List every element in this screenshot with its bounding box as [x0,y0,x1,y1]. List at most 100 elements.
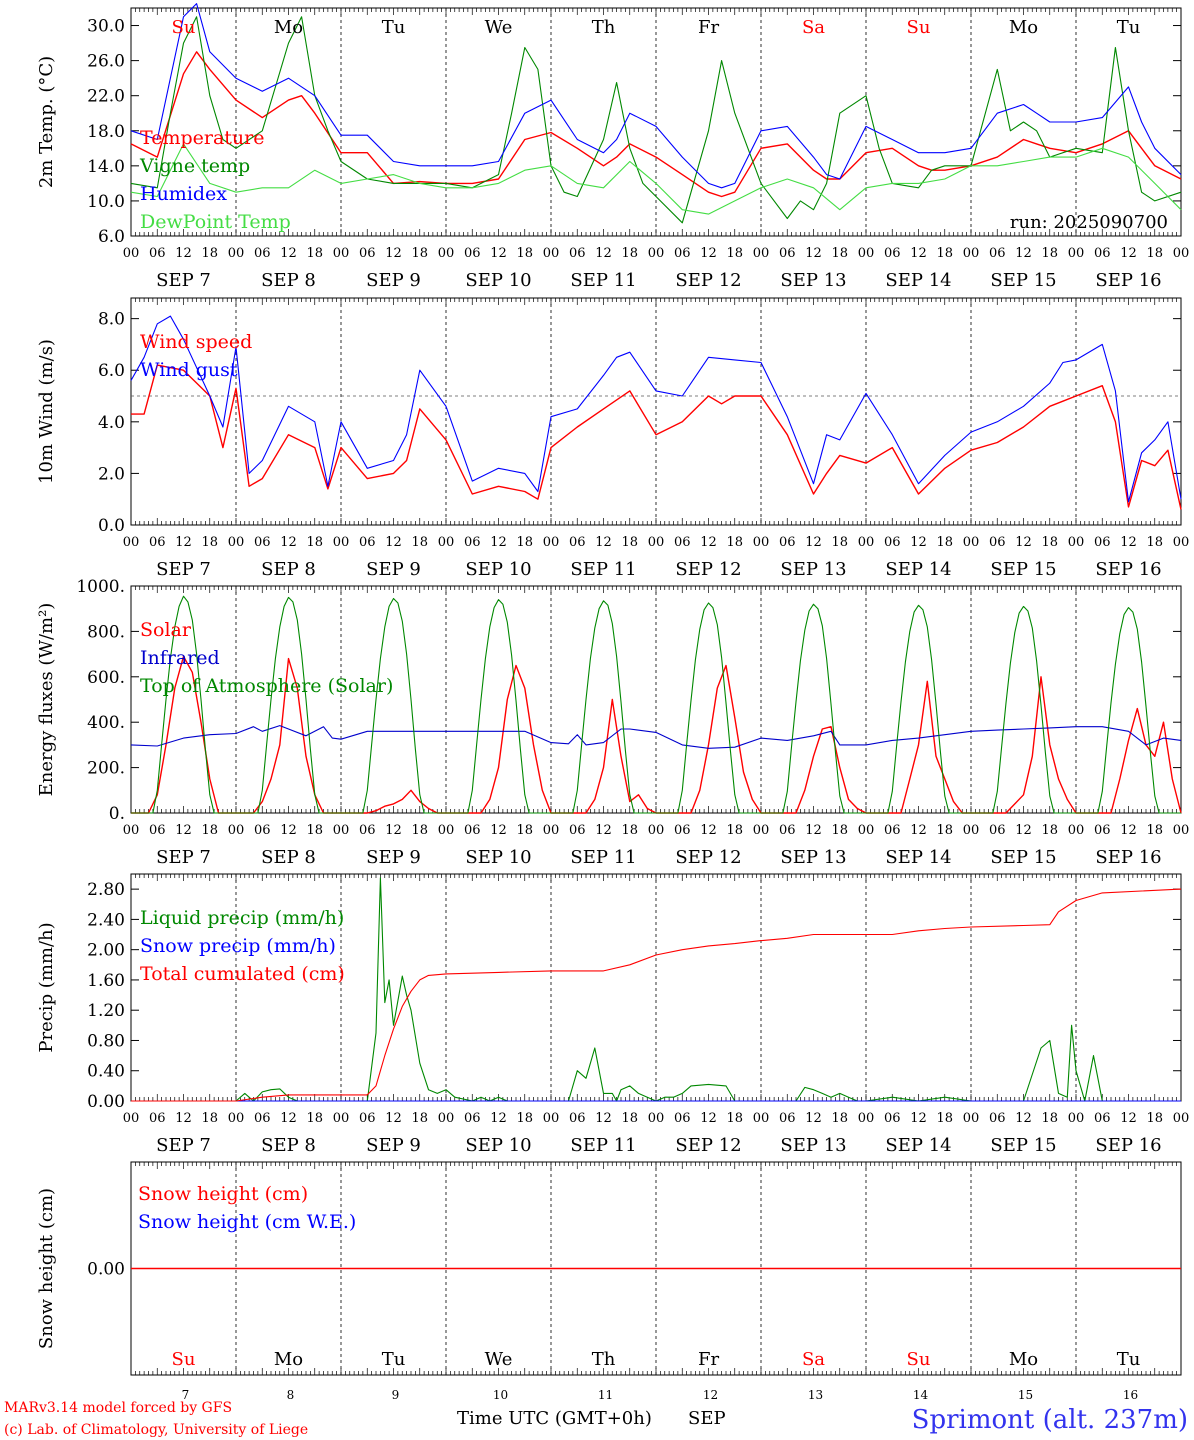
day-abbr-fr: Fr [698,1349,719,1370]
hour-tick-label: 06 [1094,823,1111,838]
hour-tick-label: 06 [1094,246,1111,261]
hour-tick-label: 06 [359,535,376,550]
legend-entry: Infrared [140,647,220,669]
y-tick-label: 0. [109,804,125,824]
panel-3: 0. 200. 400. 600. 800. 1000. Energy fluxes (W/… [36,577,1189,868]
legend-entry: Vigne temp [139,155,250,177]
hour-tick-label: 06 [569,823,586,838]
month-label: SEP [688,1408,726,1429]
y-tick-label: 1.60 [87,971,125,991]
day-abbr-we: We [485,17,513,38]
hour-tick-label: 18 [201,246,218,261]
y-axis-label: Snow height (cm) [36,1188,57,1349]
hour-tick-label: 06 [989,535,1006,550]
hour-tick-label: 12 [595,1111,612,1126]
date-label: SEP 15 [990,270,1056,291]
series-line-top-of-atmosphere-solar [131,595,1181,814]
y-tick-label: 6.0 [98,227,125,247]
hour-tick-label: 06 [884,1111,901,1126]
hour-tick-label: 18 [831,535,848,550]
hour-tick-label: 12 [805,535,822,550]
hour-tick-label: 00 [228,246,245,261]
hour-tick-label: 00 [963,246,980,261]
date-label: SEP 8 [261,559,316,580]
day-number: 16 [1123,1388,1138,1402]
hour-tick-label: 12 [490,823,507,838]
lab-credit: (c) Lab. of Climatology, University of L… [4,1422,308,1438]
hour-tick-label: 12 [700,1111,717,1126]
hour-tick-label: 00 [858,246,875,261]
hour-tick-label: 12 [1015,823,1032,838]
hour-tick-label: 00 [333,823,350,838]
y-tick-label: 0.40 [87,1062,125,1082]
hour-tick-label: 12 [490,535,507,550]
legend-entry: Snow height (cm W.E.) [138,1211,356,1233]
hour-tick-label: 18 [306,535,323,550]
y-tick-label: 2.40 [87,910,125,930]
hour-tick-label: 12 [280,823,297,838]
date-label: SEP 8 [261,270,316,291]
hour-tick-label: 12 [700,535,717,550]
hour-tick-label: 00 [1068,535,1085,550]
hour-tick-label: 18 [831,246,848,261]
panel-4: 0.00 0.40 0.80 1.20 1.60 2.00 2.40 2.80 Precip (… [36,873,1189,1156]
hour-tick-label: 12 [1015,535,1032,550]
hour-tick-label: 00 [438,823,455,838]
hour-tick-label: 06 [149,535,166,550]
y-tick-label: 0.00 [87,1092,125,1112]
hour-tick-label: 06 [674,823,691,838]
date-label: SEP 14 [885,270,951,291]
y-tick-label: 0.00 [87,1260,125,1280]
date-label: SEP 11 [570,270,636,291]
hour-tick-label: 18 [1041,1111,1058,1126]
hour-tick-label: 00 [123,823,140,838]
model-credit: MARv3.14 model forced by GFS [4,1400,232,1416]
date-label: SEP 7 [156,559,211,580]
hour-tick-label: 12 [490,1111,507,1126]
date-label: SEP 14 [885,1135,951,1156]
day-abbr-mo: Mo [274,17,303,38]
y-tick-label: 18.0 [87,122,125,142]
hour-tick-label: 00 [1068,823,1085,838]
hour-tick-label: 12 [595,823,612,838]
panel-2: 0.0 2.0 4.0 6.0 8.0 10m Wind (m/s) Wind speed W… [36,297,1189,580]
date-label: SEP 13 [780,1135,846,1156]
hour-tick-label: 06 [149,823,166,838]
hour-tick-label: 12 [805,823,822,838]
series-line-total-cumulated-cm [131,888,1182,1102]
hour-tick-label: 18 [936,1111,953,1126]
hour-tick-label: 18 [936,823,953,838]
date-label: SEP 11 [570,559,636,580]
hour-tick-label: 00 [963,1111,980,1126]
hour-tick-label: 12 [910,823,927,838]
date-label: SEP 15 [990,559,1056,580]
hour-tick-label: 00 [333,535,350,550]
hour-tick-label: 00 [753,246,770,261]
hour-tick-label: 12 [595,535,612,550]
date-label: SEP 10 [465,847,531,868]
y-tick-label: 4.0 [98,413,125,433]
date-label: SEP 15 [990,847,1056,868]
hour-tick-label: 00 [648,823,665,838]
hour-tick-label: 18 [516,1111,533,1126]
hour-tick-label: 06 [359,246,376,261]
hour-tick-label: 12 [805,246,822,261]
date-label: SEP 14 [885,847,951,868]
day-number: 10 [493,1388,508,1402]
day-abbr-su: Su [907,17,931,38]
series-line-infrared [130,725,1182,749]
day-number: 14 [913,1388,929,1402]
hour-tick-label: 00 [438,1111,455,1126]
hour-tick-label: 06 [149,1111,166,1126]
hour-tick-label: 06 [779,535,796,550]
y-tick-label: 8.0 [98,310,125,330]
hour-tick-label: 18 [411,535,428,550]
hour-tick-label: 06 [569,535,586,550]
legend-entry: Wind gust [140,359,238,381]
hour-tick-label: 12 [280,535,297,550]
day-abbr-mo: Mo [1009,17,1038,38]
legend-entry: Snow height (cm) [138,1183,308,1205]
legend-entry: Total cumulated (cm) [140,963,345,985]
hour-tick-label: 00 [648,246,665,261]
day-abbr-th: Th [592,1349,616,1370]
